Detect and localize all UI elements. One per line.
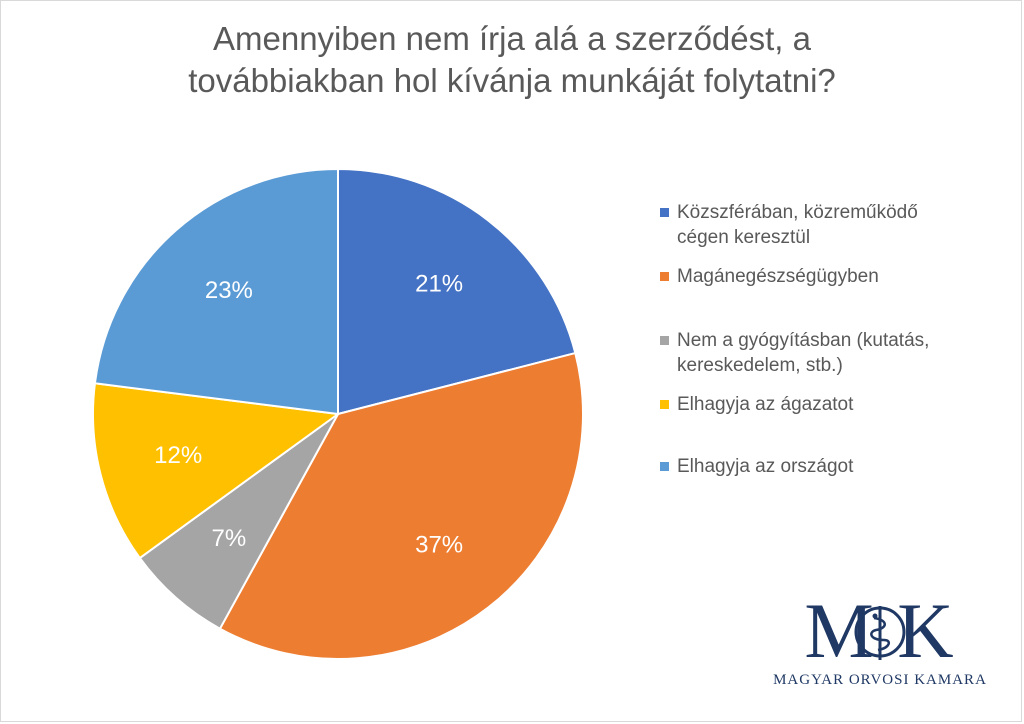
logo-text: MAGYAR ORVOSI KAMARA: [773, 672, 987, 688]
legend-label-4: Elhagyja az országot: [677, 454, 1007, 479]
legend-swatch-0: [660, 208, 669, 217]
legend-swatch-1: [660, 272, 669, 281]
legend-swatch-3: [660, 400, 669, 409]
data-label-2: 7%: [212, 525, 247, 552]
data-label-3: 12%: [154, 442, 202, 469]
chart-title-line-1: Amennyiben nem írja alá a szerződést, a: [213, 20, 811, 57]
pie-slice-3: [92, 382, 341, 560]
legend-label-line-2-0: Nem a gyógyításban (kutatás,: [677, 330, 930, 351]
staff-of-asclepius-icon: [854, 606, 906, 660]
legend-label-line-0-0: Közszférában, közreműködő: [677, 202, 918, 223]
pie-slice-4: [93, 167, 339, 416]
chart-title: Amennyiben nem írja alá a szerződést, a …: [0, 18, 1024, 102]
legend-label-0: Közszférában, közreműködő cégen keresztül: [677, 200, 1007, 250]
legend-label-2: Nem a gyógyításban (kutatás, kereskedelem…: [677, 328, 1007, 378]
legend-label-line-1-0: Magánegészségügyben: [677, 266, 879, 287]
chart-title-line-2: továbbiakban hol kívánja munkáját folyta…: [188, 62, 836, 99]
data-label-0: 21%: [415, 271, 463, 298]
legend-label-line-3-0: Elhagyja az ágazatot: [677, 394, 854, 415]
legend-label-line-0-1: cégen keresztül: [677, 227, 811, 248]
legend-swatch-4: [660, 462, 669, 471]
pie-slice-2: [138, 413, 339, 631]
data-label-1: 37%: [415, 531, 463, 558]
mok-logo: M K MAGYAR ORVOSI KAMARA: [770, 590, 990, 700]
legend-label-line-2-1: kereskedelem, stb.): [677, 355, 843, 376]
data-label-4: 23%: [205, 277, 253, 304]
legend-swatch-2: [660, 336, 669, 345]
pie-slice-1: [218, 351, 584, 660]
legend-label-3: Elhagyja az ágazatot: [677, 392, 1007, 417]
pie-slice-0: [337, 167, 577, 416]
legend-label-1: Magánegészségügyben: [677, 264, 1007, 289]
legend-label-line-4-0: Elhagyja az országot: [677, 456, 854, 477]
